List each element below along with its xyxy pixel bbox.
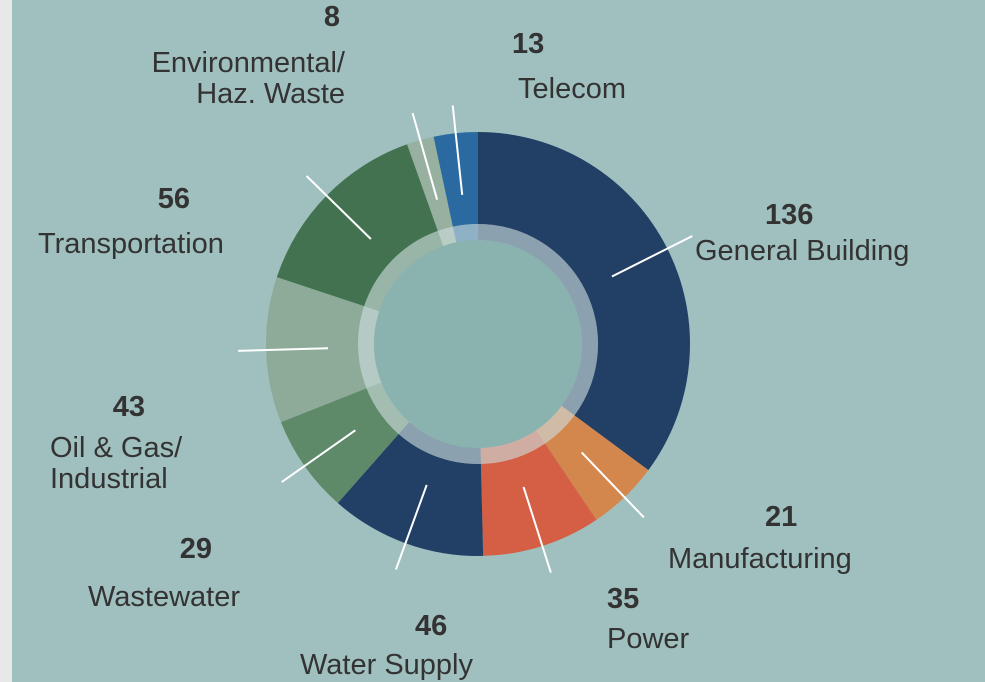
slice <box>266 277 367 423</box>
leader-line <box>238 347 329 352</box>
leader-line <box>281 429 356 483</box>
slice <box>337 434 484 556</box>
category-label: Manufacturing <box>668 543 852 575</box>
leader-line <box>305 175 372 240</box>
value-label: 35 <box>607 583 640 615</box>
inner-ring <box>480 430 546 464</box>
slice <box>280 388 399 504</box>
inner-ring <box>536 405 575 444</box>
inner-ring <box>366 382 410 435</box>
category-label: General Building <box>695 235 910 267</box>
leader-line <box>580 451 645 519</box>
center <box>374 240 582 448</box>
leader-line <box>611 235 693 278</box>
inner-ring <box>358 306 382 389</box>
inner-ring <box>452 224 478 243</box>
side-strip <box>0 0 12 682</box>
category-label: Transportation <box>38 228 224 260</box>
ring-highlight <box>358 224 598 464</box>
value-label: 46 <box>415 610 448 642</box>
slice <box>433 132 478 227</box>
leader-line <box>451 105 464 195</box>
slice <box>478 132 690 471</box>
leader-line <box>411 112 439 200</box>
inner-ring <box>478 224 599 416</box>
inner-ring <box>364 230 444 312</box>
category-label: Telecom <box>518 73 626 105</box>
category-label: Oil & Gas/ Industrial <box>50 432 183 495</box>
slice <box>480 443 597 556</box>
inner-ring <box>398 422 481 464</box>
leader-line <box>522 486 552 573</box>
category-label: Water Supply <box>300 649 473 681</box>
value-label: 43 <box>112 391 145 423</box>
value-label: 136 <box>765 199 814 231</box>
value-label: 13 <box>512 28 545 60</box>
value-label: 29 <box>179 533 212 565</box>
leader-line <box>394 484 428 570</box>
inner-ring <box>437 226 457 246</box>
value-label: 8 <box>323 1 340 33</box>
category-label: Wastewater <box>87 581 240 613</box>
category-label: Environmental/ Haz. Waste <box>151 47 345 110</box>
value-label: 56 <box>157 183 190 215</box>
slice <box>407 136 453 231</box>
value-label: 21 <box>765 501 798 533</box>
category-label: Power <box>607 623 690 655</box>
